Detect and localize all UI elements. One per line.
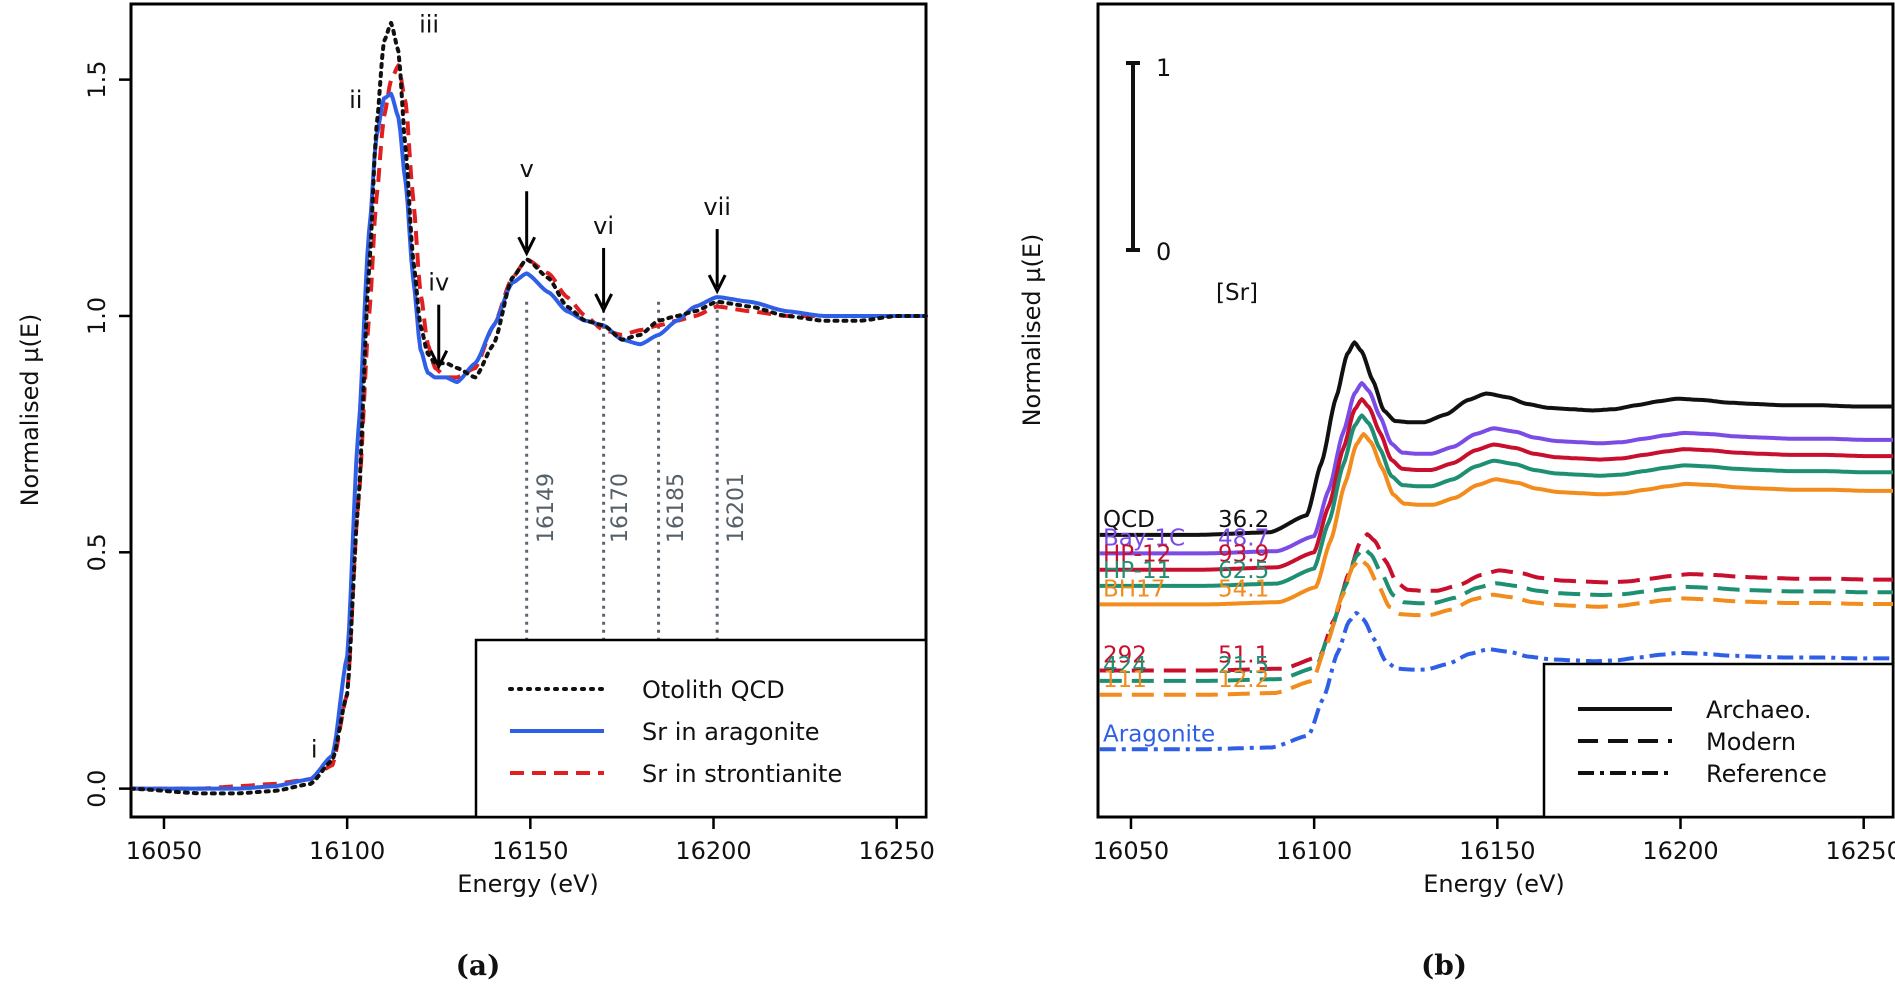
legend-label-reference: Reference (1706, 760, 1827, 788)
feature-label-ii: ii (349, 86, 362, 114)
panel-b: 16050 16100 16150 16200 16250 1 0 [Sr] QCD 36… (1018, 2, 1895, 982)
series-111 (1099, 556, 1894, 697)
panel-a-caption: (a) (456, 949, 501, 982)
scale-bar-top-label: 1 (1156, 54, 1171, 82)
series-sr-in-aragonite (130, 91, 927, 791)
series-424 (1099, 546, 1894, 683)
sr-header: [Sr] (1216, 280, 1258, 306)
panel-b-xtick-label-16250: 16250 (1826, 837, 1895, 865)
series-hp-12 (1099, 397, 1894, 572)
sample-sr-292: 51.1 (1218, 642, 1269, 668)
feature-label-vii: vii (703, 193, 731, 221)
feature-label-i: i (311, 736, 318, 764)
panel-b-xtick-label-16050: 16050 (1093, 837, 1169, 865)
feature-label-vi: vi (593, 212, 614, 240)
series-aragonite (1099, 611, 1894, 752)
sample-name-292: 292 (1103, 642, 1147, 668)
panel-a-xtick-label-16150: 16150 (492, 837, 568, 865)
panel-a-xlabel: Energy (eV) (457, 870, 599, 898)
panel-a-ytick-label-0.5: 0.5 (83, 533, 111, 571)
series-hp-11 (1099, 413, 1894, 588)
series-qcd (1099, 340, 1894, 537)
sample-name-bh17: BH17 (1103, 576, 1165, 602)
sample-name-111: 111 (1103, 667, 1147, 693)
legend-label-modern: Modern (1706, 728, 1796, 756)
vline-label-16170: 16170 (608, 473, 633, 543)
scale-bar-bottom-label: 0 (1156, 238, 1171, 266)
series-otolith-qcd (129, 20, 928, 796)
sample-sr-hp-11: 62.5 (1218, 558, 1269, 584)
sample-name-aragonite: Aragonite (1103, 721, 1215, 747)
arrowhead-vii (707, 274, 727, 295)
arrowhead-v (517, 236, 537, 257)
sample-sr-bay-1c: 48.7 (1218, 525, 1269, 551)
panel-a-xtick-label-16200: 16200 (675, 837, 751, 865)
sample-name-bay-1c: Bay-1C (1103, 525, 1185, 551)
sample-sr-bh17: 54.1 (1218, 576, 1269, 602)
sample-sr-hp-12: 93.9 (1218, 542, 1269, 568)
panel-b-xtick-label-16200: 16200 (1642, 837, 1718, 865)
panel-b-caption: (b) (1421, 949, 1467, 982)
panel-b-xlabel: Energy (eV) (1423, 870, 1565, 898)
sample-name-hp-11: HP-11 (1103, 558, 1171, 584)
feature-label-iv: iv (428, 269, 449, 297)
series-bay-1c (1099, 381, 1894, 556)
panel-b-xtick-label-16150: 16150 (1459, 837, 1535, 865)
arrowhead-iv (429, 350, 449, 371)
sample-name-hp-12: HP-12 (1103, 542, 1171, 568)
scale-bar: 1 0 (1126, 54, 1171, 266)
sample-sr-111: 12.2 (1218, 667, 1269, 693)
panel-a-ylabel: Normalised µ(E) (16, 314, 44, 507)
series-292 (1099, 532, 1894, 673)
panel-a-ytick-label-1.5: 1.5 (83, 61, 111, 99)
feature-label-v: v (520, 155, 534, 183)
panel-a-ytick-label-1.0: 1.0 (83, 297, 111, 335)
panel-b-xtick-label-16100: 16100 (1276, 837, 1352, 865)
sample-sr-424: 21.5 (1218, 653, 1269, 679)
panel-a-xtick-label-16050: 16050 (126, 837, 202, 865)
sample-sr-qcd: 36.2 (1218, 507, 1269, 533)
panel-a-legend: Otolith QCD Sr in aragonite Sr in stront… (474, 638, 928, 819)
legend-label-aragonite: Sr in aragonite (642, 718, 820, 746)
panel-a: 16050 16100 16150 16200 16250 0.0 0.5 1.0 1.5 i… (16, 2, 935, 982)
vline-label-16185: 16185 (664, 473, 689, 543)
legend-label-otolith: Otolith QCD (642, 676, 785, 704)
panel-a-xtick-label-16250: 16250 (859, 837, 935, 865)
legend-label-archaeo: Archaeo. (1706, 696, 1812, 724)
panel-a-ytick-label-0.0: 0.0 (83, 770, 111, 808)
panel-b-ylabel: Normalised µ(E) (1018, 234, 1046, 427)
panel-b-legend: Archaeo. Modern Reference (1542, 662, 1895, 819)
sample-name-qcd: QCD (1103, 507, 1155, 533)
series-bh17 (1099, 432, 1894, 607)
sample-name-424: 424 (1103, 653, 1147, 679)
feature-label-iii: iii (419, 11, 439, 39)
legend-box (474, 638, 928, 819)
legend-label-strontianite: Sr in strontianite (642, 760, 842, 788)
panel-b-frame (1096, 2, 1895, 819)
vline-label-16149: 16149 (534, 473, 559, 543)
panel-a-xtick-label-16100: 16100 (309, 837, 385, 865)
vline-label-16201: 16201 (724, 473, 749, 543)
arrowhead-vi (594, 293, 613, 314)
legend-box-b (1542, 662, 1895, 819)
